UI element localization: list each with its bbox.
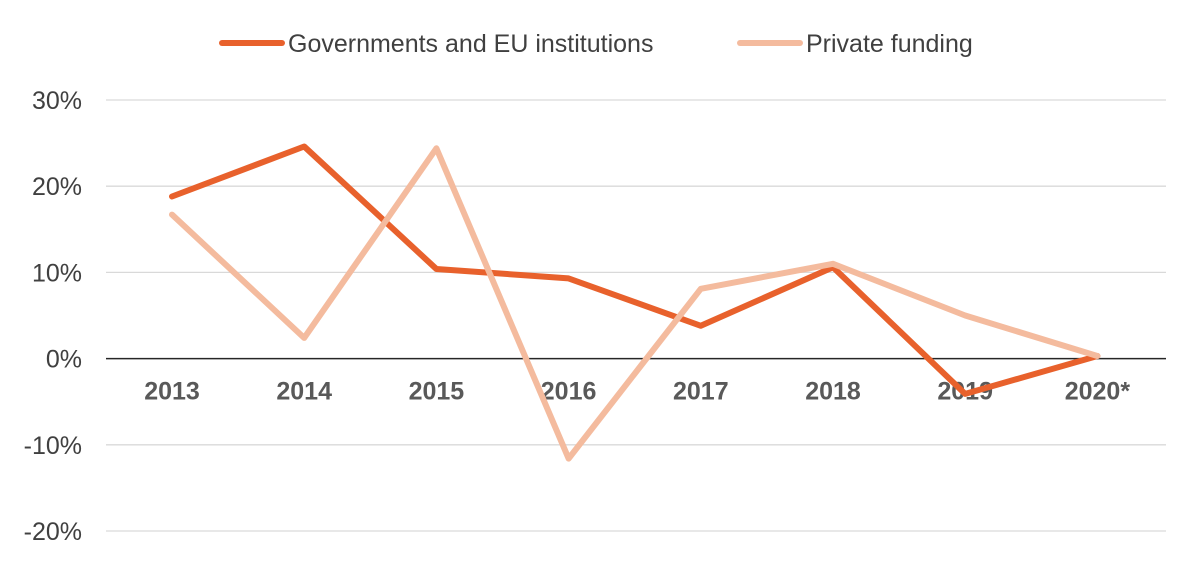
- y-tick-label: -10%: [24, 432, 82, 460]
- y-tick-label: 20%: [32, 173, 82, 201]
- y-tick-label: -20%: [24, 518, 82, 546]
- series-line-private-funding: [169, 145, 1101, 462]
- x-tick-label: 2020*: [1065, 378, 1131, 406]
- y-tick-label: 30%: [32, 87, 82, 115]
- y-tick-label: 0%: [46, 346, 82, 374]
- legend-item: Private funding: [737, 30, 973, 58]
- x-tick-label: 2017: [673, 378, 729, 406]
- x-tick-label: 2013: [144, 378, 200, 406]
- x-axis-tick-labels: 2013 2014 2015 2016 2017 2018 2019 2020*: [144, 378, 1130, 406]
- legend: Governments and EU institutions Private f…: [219, 30, 973, 58]
- x-tick-label: 2014: [276, 378, 332, 406]
- legend-label: Governments and EU institutions: [288, 30, 653, 58]
- y-tick-label: 10%: [32, 259, 82, 287]
- x-tick-label: 2018: [805, 378, 861, 406]
- y-axis-tick-labels: 30% 20% 10% 0% -10% -20%: [24, 87, 82, 546]
- x-tick-label: 2015: [409, 378, 465, 406]
- legend-label: Private funding: [806, 30, 973, 58]
- legend-item: Governments and EU institutions: [219, 30, 653, 58]
- gridlines: [106, 99, 1166, 532]
- x-tick-label: 2016: [541, 378, 597, 406]
- series-lines: [169, 143, 1101, 462]
- series-line-governments: [169, 143, 1101, 397]
